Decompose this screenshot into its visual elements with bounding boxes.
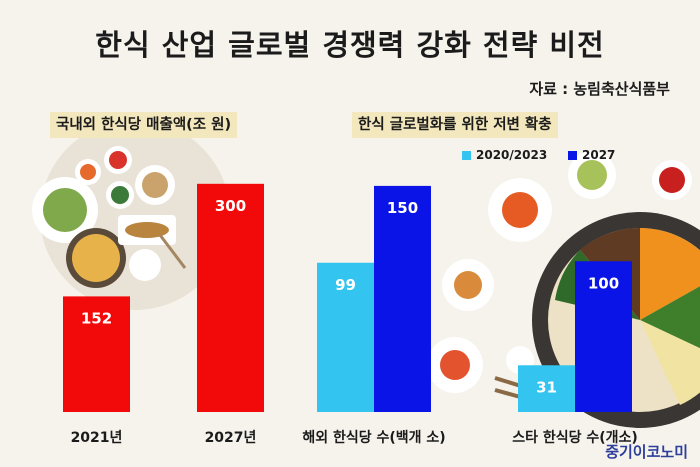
veggie-topping-illustration: [640, 286, 700, 349]
chart1-title: 국내외 한식당 매출액(조 원): [50, 112, 238, 138]
data-label: 99: [335, 276, 356, 294]
source-note: 자료 : 농림축산식품부: [529, 80, 670, 98]
chart2-title: 한식 글로벌화를 위한 저변 확충: [352, 112, 558, 138]
data-label: 152: [81, 309, 112, 327]
dish-food-illustration: [80, 164, 96, 180]
legend-swatch: [462, 150, 471, 160]
fish-illustration: [125, 222, 169, 238]
bowl-food-illustration: [72, 234, 120, 282]
carrot-topping-illustration: [640, 228, 700, 320]
legend-label: 2020/2023: [476, 148, 548, 162]
data-label: 150: [387, 199, 418, 217]
rice-bowl-illustration: [129, 249, 161, 281]
dish-food-illustration: [43, 188, 87, 232]
legend-item-2020-2023: 2020/2023: [462, 148, 547, 162]
bar: [63, 296, 130, 412]
legend-item-2027: 2027: [568, 148, 615, 162]
dish-food-illustration: [111, 186, 129, 204]
data-label: 100: [588, 274, 619, 292]
legend-swatch: [568, 150, 577, 160]
bar: [197, 183, 264, 412]
plate-food-illustration: [577, 160, 607, 190]
category-label: 해외 한식당 수(백개 소): [302, 429, 445, 446]
watermark-logo: 중기이코노미: [605, 443, 688, 461]
bar: [518, 365, 575, 412]
dish-food-illustration: [109, 151, 127, 169]
bean-sprout-topping-illustration: [640, 320, 700, 405]
plate-food-illustration: [502, 192, 538, 228]
plate-food-illustration: [440, 350, 470, 380]
page-title: 한식 산업 글로벌 경쟁력 강화 전략 비전: [95, 28, 605, 62]
dish-food-illustration: [142, 172, 168, 198]
bar: [575, 261, 632, 412]
category-label: 2021년: [71, 430, 123, 446]
category-label: 2027년: [205, 430, 257, 446]
legend-label: 2027: [582, 148, 616, 162]
chopsticks-illustration: [158, 234, 187, 269]
sauce-illustration: [659, 167, 685, 193]
plate-food-illustration: [454, 271, 482, 299]
bar: [317, 262, 374, 412]
data-label: 300: [215, 197, 246, 215]
category-label: 스타 한식당 수(개소): [512, 429, 638, 446]
bar: [374, 185, 431, 412]
data-label: 31: [536, 378, 557, 396]
